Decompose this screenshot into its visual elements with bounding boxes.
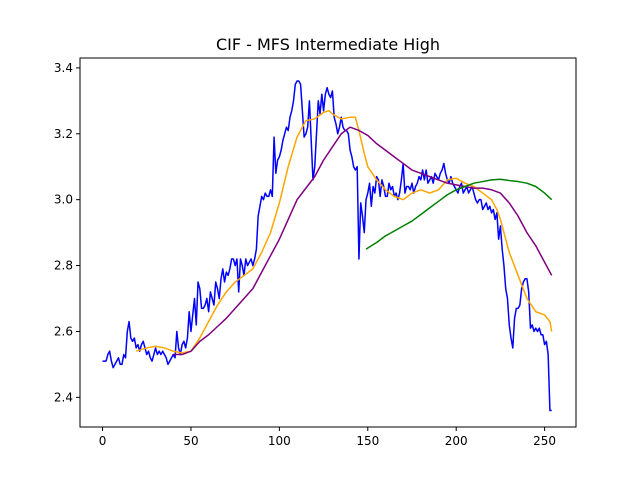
- series-line-2: [173, 126, 553, 356]
- axes-frame: [79, 57, 577, 428]
- y-tick-label: 2.8: [54, 259, 73, 273]
- series-line-3: [365, 178, 553, 250]
- y-tick-label: 2.4: [54, 390, 73, 404]
- series-line-0: [102, 80, 552, 412]
- x-tick-label: 200: [445, 434, 468, 448]
- y-tick-label: 3.0: [54, 193, 73, 207]
- y-axis: 2.4 2.6 2.8 3.0 3.2 3.4: [54, 61, 80, 404]
- y-tick-label: 2.6: [54, 324, 73, 338]
- plot-area: 0 50 100 150 200 250 2.4 2.6 2.8 3.0 3.2 3.4: [54, 57, 577, 448]
- x-tick-label: 250: [533, 434, 556, 448]
- x-tick-label: 0: [99, 434, 107, 448]
- series-line-1: [135, 109, 553, 354]
- x-axis: 0 50 100 150 200 250: [99, 427, 556, 448]
- chart-title: CIF - MFS Intermediate High: [216, 35, 440, 54]
- x-tick-label: 150: [356, 434, 379, 448]
- x-tick-label: 50: [183, 434, 198, 448]
- y-tick-label: 3.4: [54, 61, 73, 75]
- x-tick-label: 100: [268, 434, 291, 448]
- y-tick-label: 3.2: [54, 127, 73, 141]
- series-layer: [102, 80, 553, 412]
